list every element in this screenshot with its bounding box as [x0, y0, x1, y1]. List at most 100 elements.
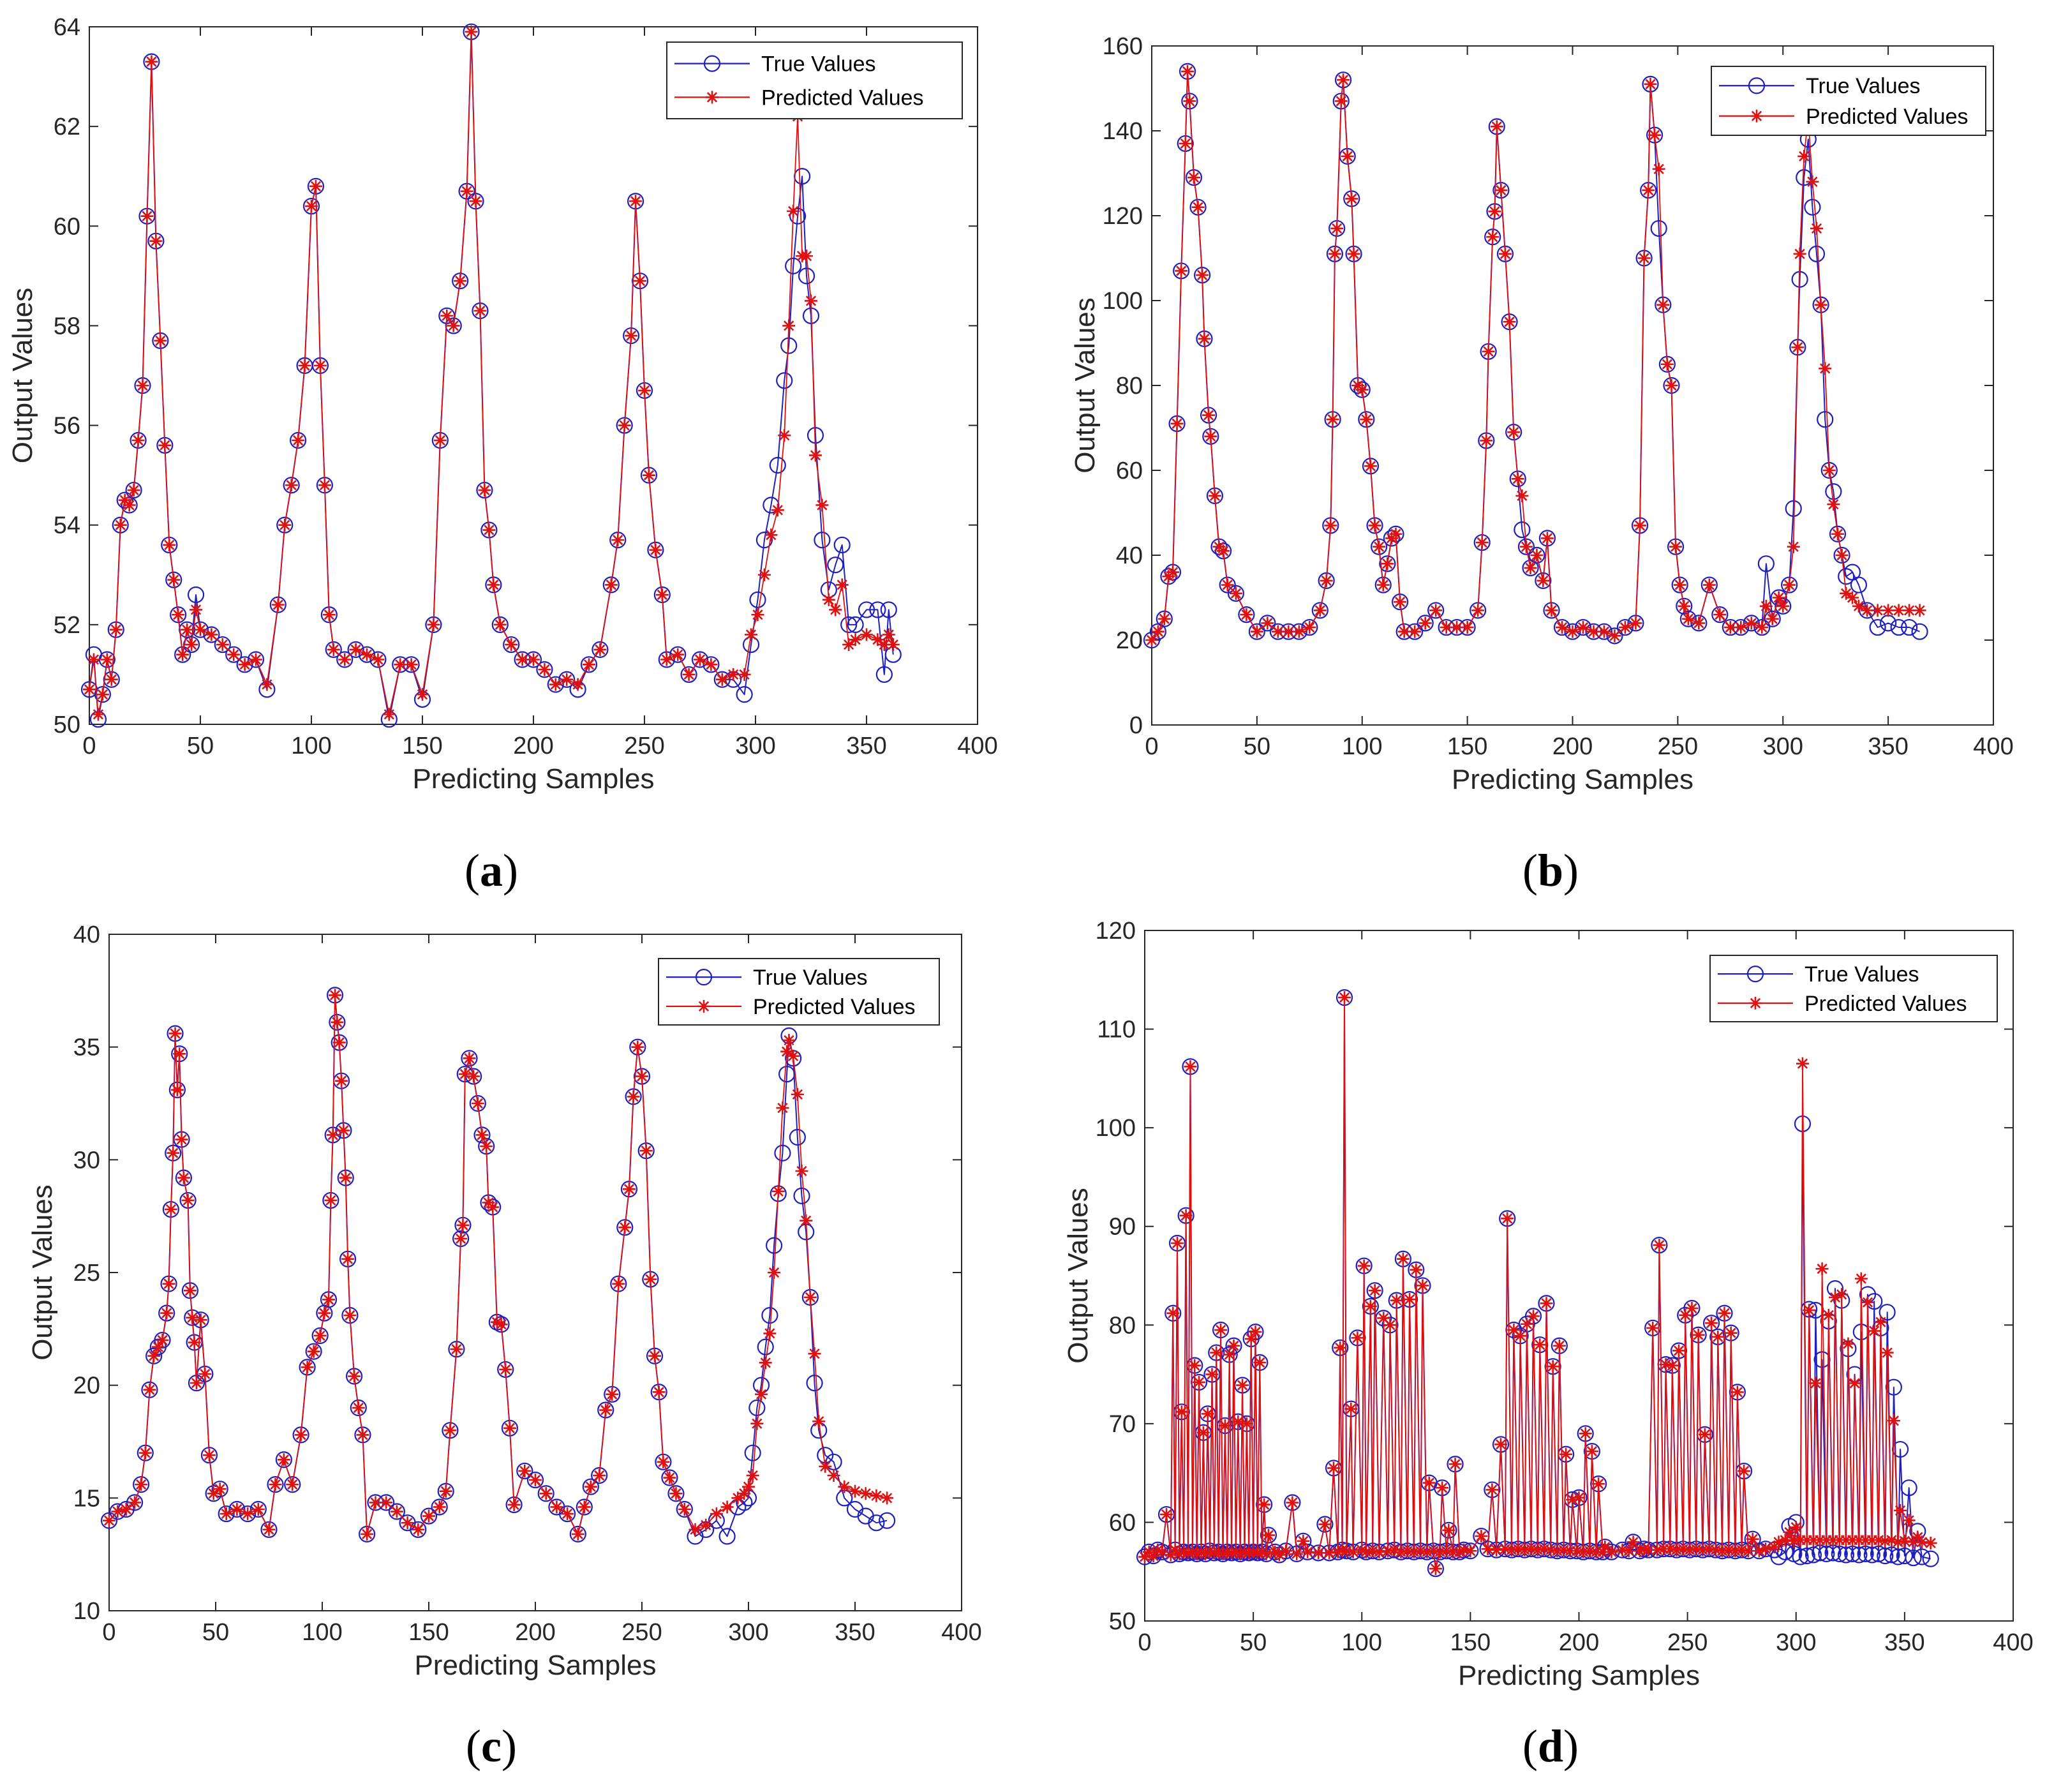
- predicted-value-point: [338, 653, 352, 666]
- predicted-value-point: [443, 1424, 457, 1437]
- predicted-value-point: [1373, 1545, 1386, 1558]
- true-value-point: [569, 1525, 586, 1542]
- predicted-value-point: [286, 1478, 299, 1491]
- true-value-point: [616, 1219, 634, 1236]
- x-axis-label: Predicting Samples: [414, 1650, 656, 1681]
- true-value-point: [1863, 1546, 1880, 1564]
- true-value-point: [1260, 1527, 1277, 1544]
- true-value-point: [1913, 1548, 1931, 1565]
- true-value-point: [311, 1327, 329, 1345]
- predicted-value-point: [1214, 1324, 1228, 1337]
- true-value-point: [260, 1521, 278, 1538]
- true-value-point: [1850, 576, 1868, 594]
- true-value-point: [1574, 618, 1592, 636]
- predicted-value-point: [1204, 429, 1217, 443]
- predicted-value-point: [800, 250, 814, 263]
- y-tick-label: 90: [1109, 1214, 1136, 1241]
- predicted-value-point: [216, 638, 229, 652]
- predicted-value-point: [738, 1487, 751, 1500]
- predicted-value-point: [1442, 1523, 1455, 1537]
- predicted-value-point: [1848, 1377, 1861, 1390]
- predicted-value-point: [1759, 1542, 1773, 1556]
- true-value-point: [592, 641, 609, 658]
- predicted-value-point: [456, 1218, 470, 1232]
- predicted-value-point: [819, 1460, 832, 1473]
- predicted-value-point: [1815, 1262, 1829, 1276]
- predicted-value-point: [1681, 612, 1695, 625]
- predicted-value-point: [648, 1349, 662, 1363]
- predicted-value-point: [1341, 149, 1354, 163]
- true-value-point: [647, 541, 664, 558]
- y-tick-label: 60: [54, 213, 80, 240]
- predicted-value-point: [1337, 73, 1350, 87]
- axes-frame: [89, 26, 978, 725]
- predicted-value-point: [1179, 1209, 1193, 1222]
- predicted-value-point: [1776, 599, 1790, 613]
- predicted-value-point: [1718, 1306, 1731, 1320]
- predicted-value-point: [649, 543, 662, 556]
- true-value-point: [329, 1013, 346, 1031]
- true-value-point: [236, 656, 253, 673]
- predicted-value-point: [1381, 557, 1394, 571]
- predicted-value-point: [593, 1469, 606, 1482]
- predicted-value-point: [812, 1415, 826, 1428]
- predicted-value-point: [1334, 94, 1348, 108]
- predicted-value-point: [447, 319, 460, 332]
- predicted-value-point: [326, 1128, 339, 1142]
- predicted-value-point: [131, 433, 145, 447]
- predicted-value-point: [593, 643, 607, 656]
- predicted-value-point: [1533, 1338, 1547, 1352]
- true-value-point: [1808, 245, 1826, 262]
- y-axis-label: Output Values: [27, 1184, 58, 1361]
- predicted-value-point: [550, 1500, 563, 1514]
- true-value-point: [680, 666, 697, 683]
- true-value-point: [284, 1476, 301, 1493]
- true-value-point: [1805, 1546, 1822, 1564]
- predicted-value-point: [805, 294, 817, 308]
- predicted-value-point: [688, 1523, 702, 1536]
- predicted-value-point: [401, 1516, 414, 1530]
- predicted-value-point: [1514, 1329, 1527, 1343]
- true-value-point: [1671, 576, 1688, 594]
- predicted-value-point: [305, 200, 318, 213]
- legend-label-true: True Values: [753, 966, 868, 990]
- true-value-point: [1922, 1550, 1939, 1567]
- true-value-point: [1837, 1546, 1855, 1564]
- predicted-value-point: [787, 1049, 800, 1063]
- panel-letter: c: [481, 1721, 502, 1772]
- y-tick-label: 70: [1109, 1411, 1136, 1438]
- predicted-value-point: [538, 663, 551, 676]
- predicted-value-point: [465, 25, 478, 38]
- predicted-value-point: [486, 1200, 500, 1214]
- predicted-value-point: [177, 1171, 190, 1184]
- predicted-value-point: [1819, 362, 1832, 375]
- predicted-value-point: [1227, 1339, 1240, 1352]
- true-value-point: [187, 586, 205, 604]
- predicted-value-point: [241, 1507, 255, 1521]
- true-value-point: [126, 1494, 144, 1511]
- predicted-value-point: [127, 484, 140, 497]
- predicted-value-point: [1464, 1544, 1477, 1558]
- predicted-value-point: [324, 1193, 338, 1207]
- true-value-point: [858, 601, 875, 618]
- predicted-value-point: [1831, 527, 1844, 541]
- true-value-point: [214, 636, 231, 653]
- true-value-point: [121, 497, 138, 514]
- true-value-point: [878, 1512, 896, 1529]
- predicted-value-point: [194, 1313, 207, 1327]
- predicted-value-point: [1673, 578, 1686, 592]
- true-value-point: [814, 532, 831, 549]
- predicted-value-point: [1236, 1378, 1249, 1392]
- true-value-point: [420, 1507, 438, 1525]
- true-value-point: [174, 646, 191, 663]
- predicted-value-point: [1440, 1544, 1453, 1558]
- predicted-value-point: [757, 568, 771, 581]
- predicted-value-point: [842, 638, 856, 652]
- predicted-value-point: [1179, 137, 1192, 150]
- true-value-point: [347, 641, 364, 658]
- predicted-value-point: [1481, 1542, 1494, 1556]
- predicted-value-point: [499, 1363, 512, 1376]
- predicted-value-point: [450, 1343, 463, 1356]
- predicted-value-point: [1301, 1545, 1314, 1558]
